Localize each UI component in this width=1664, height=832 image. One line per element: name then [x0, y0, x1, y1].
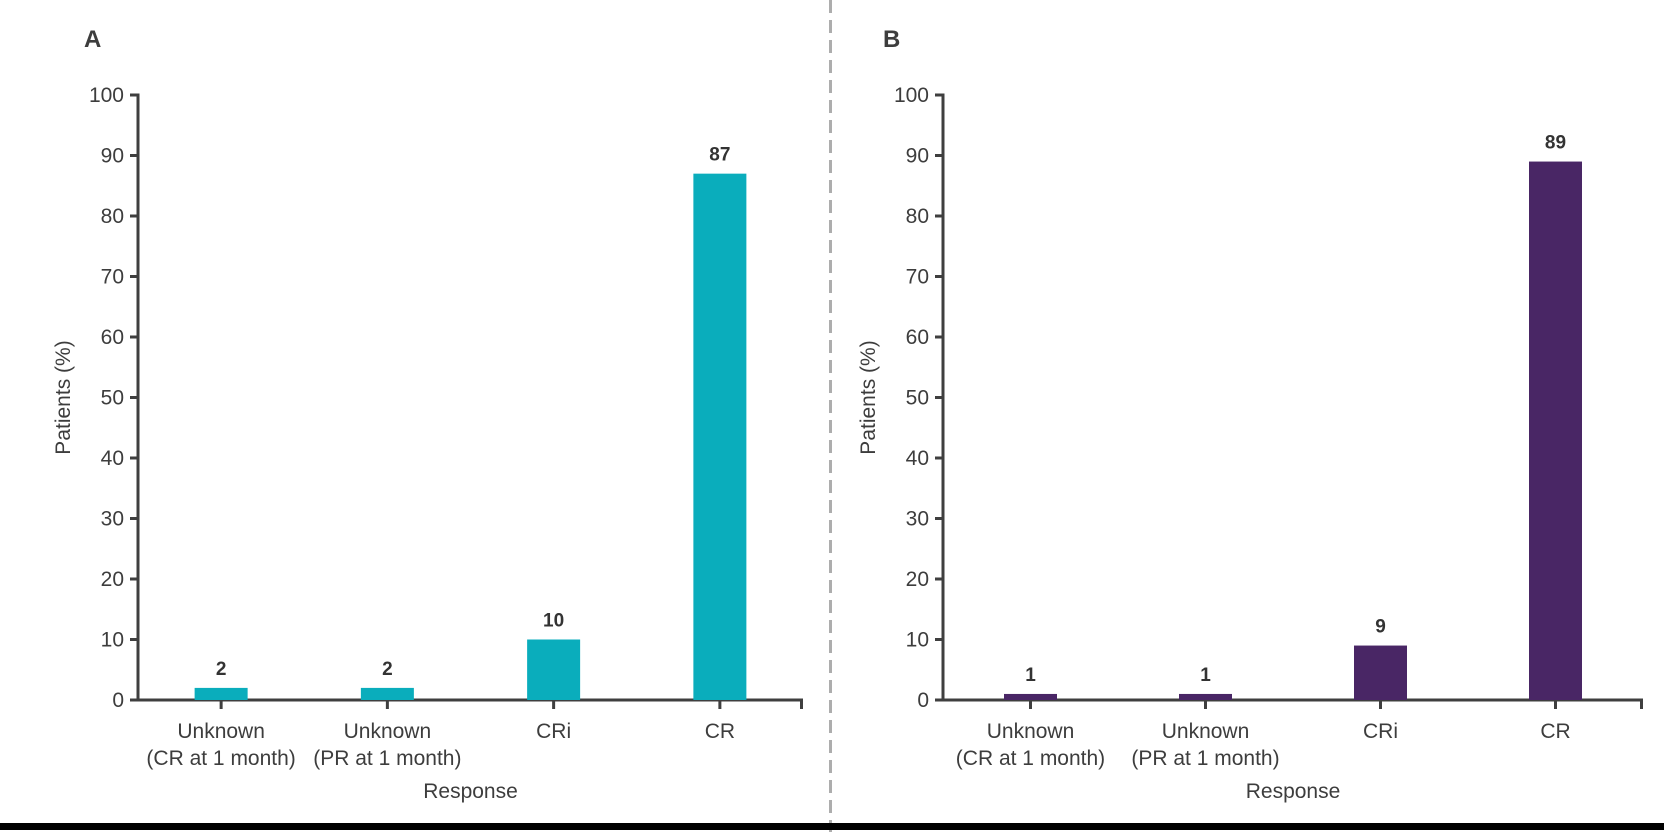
category-label: (CR at 1 month)	[956, 747, 1105, 770]
category-label: Unknown	[344, 720, 432, 743]
y-tick-label: 40	[101, 447, 124, 470]
category-label: Unknown	[177, 720, 265, 743]
y-tick-label: 30	[906, 508, 929, 531]
y-tick-label: 0	[112, 689, 124, 712]
value-label: 89	[1545, 133, 1566, 154]
y-tick-label: 90	[906, 145, 929, 168]
x-axis-title: Response	[423, 780, 518, 803]
bottom-rule	[0, 823, 1664, 830]
y-tick-label: 70	[906, 266, 929, 289]
value-label: 10	[543, 611, 564, 632]
value-label: 2	[382, 659, 393, 680]
y-tick-label: 0	[917, 689, 929, 712]
bar	[360, 687, 414, 700]
value-label: 2	[216, 659, 227, 680]
y-tick-label: 20	[906, 568, 929, 591]
value-label: 87	[709, 145, 730, 166]
y-axis-title: Patients (%)	[52, 340, 75, 454]
category-label: Unknown	[987, 720, 1075, 743]
y-tick-label: 100	[89, 84, 124, 107]
bar	[1529, 161, 1582, 701]
bar	[527, 639, 581, 700]
bar	[1004, 693, 1057, 700]
y-tick-label: 80	[101, 205, 124, 228]
y-tick-label: 60	[101, 326, 124, 349]
category-label: CR	[705, 720, 735, 743]
category-label: (CR at 1 month)	[146, 747, 295, 770]
chart-panel-a: A Patients (%) 0 10 20 30 40 50 60 70 80 90 100 2 Unkn…	[52, 26, 803, 803]
category-label: Unknown	[1162, 720, 1250, 743]
y-tick-label: 30	[101, 508, 124, 531]
category-label: CR	[1540, 720, 1570, 743]
value-label: 9	[1375, 617, 1386, 638]
bar	[1179, 693, 1232, 700]
bar	[1354, 645, 1407, 700]
y-tick-label: 40	[906, 447, 929, 470]
y-axis-title: Patients (%)	[857, 340, 880, 454]
y-tick-label: 50	[101, 387, 124, 410]
y-tick-label: 60	[906, 326, 929, 349]
y-tick-label: 70	[101, 266, 124, 289]
category-label: CRi	[536, 720, 571, 743]
bar	[194, 687, 248, 700]
category-label: (PR at 1 month)	[313, 747, 461, 770]
y-tick-label: 10	[906, 629, 929, 652]
y-tick-label: 20	[101, 568, 124, 591]
value-label: 1	[1200, 665, 1211, 686]
panel-label: A	[84, 26, 101, 53]
y-tick-label: 100	[894, 84, 929, 107]
category-label: (PR at 1 month)	[1131, 747, 1279, 770]
chart-panel-b: B Patients (%) 0 10 20 30 40 50 60 70 80 90 100 1 Unkn…	[857, 26, 1643, 803]
value-label: 1	[1025, 665, 1036, 686]
bar	[693, 173, 747, 700]
panel-label: B	[883, 26, 900, 53]
y-tick-label: 10	[101, 629, 124, 652]
panel-divider	[829, 0, 832, 832]
y-tick-label: 80	[906, 205, 929, 228]
x-axis-title: Response	[1246, 780, 1341, 803]
y-tick-label: 90	[101, 145, 124, 168]
category-label: CRi	[1363, 720, 1398, 743]
y-tick-label: 50	[906, 387, 929, 410]
